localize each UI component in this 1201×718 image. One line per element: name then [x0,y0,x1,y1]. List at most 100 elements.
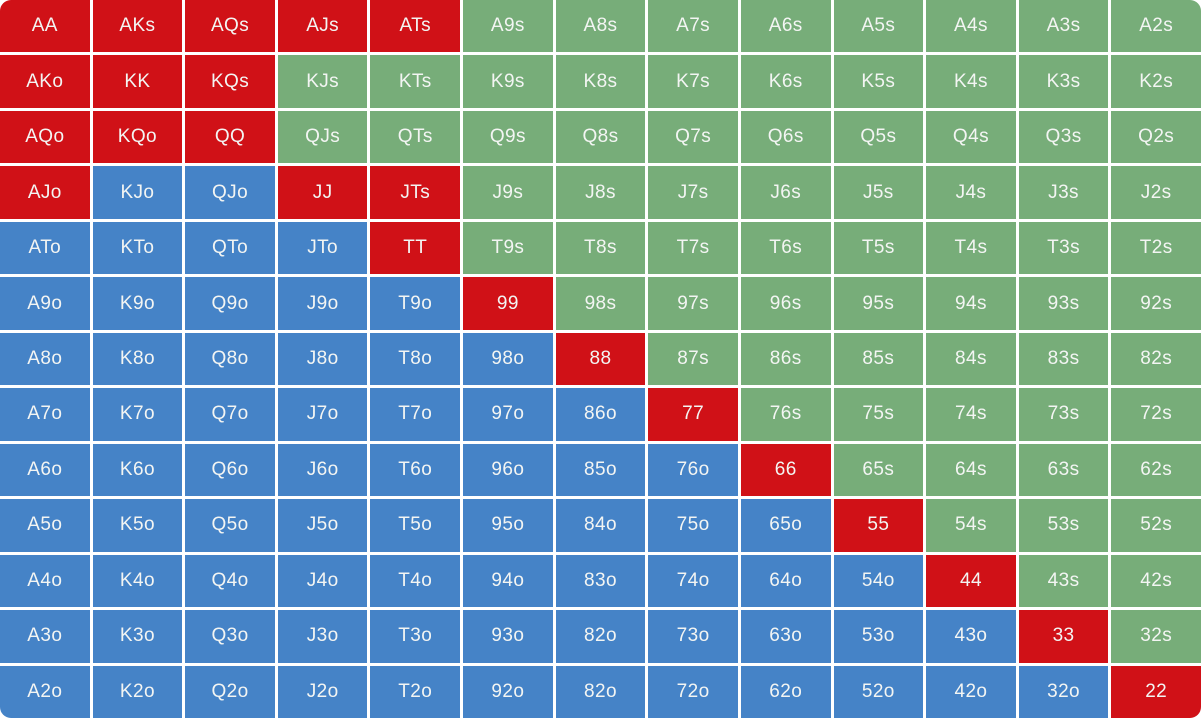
hand-cell-52o[interactable]: 52o [833,665,924,718]
hand-cell-72o[interactable]: 72o [648,665,738,718]
hand-cell-Q4s[interactable]: Q4s [926,110,1016,164]
hand-cell-Q6o[interactable]: Q6o [185,443,275,497]
hand-cell-JTo[interactable]: JTo [277,221,368,275]
hand-cell-AQo[interactable]: AQo [0,110,90,164]
hand-cell-TT[interactable]: TT [370,221,461,275]
hand-cell-92s[interactable]: 92s [1111,277,1201,330]
hand-cell-J3s[interactable]: J3s [1018,166,1109,219]
hand-cell-K8o[interactable]: K8o [92,332,183,386]
hand-cell-K6o[interactable]: K6o [92,443,183,497]
hand-cell-J5o[interactable]: J5o [277,499,368,552]
hand-cell-42o[interactable]: 42o [926,665,1016,718]
hand-cell-T7s[interactable]: T7s [648,221,738,275]
hand-cell-98s[interactable]: 98s [555,277,646,330]
hand-cell-74s[interactable]: 74s [926,388,1016,441]
hand-cell-73o[interactable]: 73o [648,610,738,663]
hand-cell-86o[interactable]: 86o [555,388,646,441]
hand-cell-JJ[interactable]: JJ [277,166,368,219]
hand-cell-J9o[interactable]: J9o [277,277,368,330]
hand-cell-J6o[interactable]: J6o [277,443,368,497]
hand-cell-93o[interactable]: 93o [463,610,553,663]
hand-cell-QQ[interactable]: QQ [185,110,275,164]
hand-cell-T6s[interactable]: T6s [740,221,831,275]
hand-cell-AA[interactable]: AA [0,0,90,53]
hand-cell-A2s[interactable]: A2s [1111,0,1201,53]
hand-cell-Q2s[interactable]: Q2s [1111,110,1201,164]
hand-cell-96s[interactable]: 96s [740,277,831,330]
hand-cell-AJo[interactable]: AJo [0,166,90,219]
hand-cell-Q5o[interactable]: Q5o [185,499,275,552]
hand-cell-A7s[interactable]: A7s [648,0,738,53]
hand-cell-AQs[interactable]: AQs [185,0,275,53]
hand-cell-85o[interactable]: 85o [555,443,646,497]
hand-cell-22[interactable]: 22 [1111,665,1201,718]
hand-cell-A9o[interactable]: A9o [0,277,90,330]
hand-cell-97s[interactable]: 97s [648,277,738,330]
hand-cell-43o[interactable]: 43o [926,610,1016,663]
hand-cell-T2s[interactable]: T2s [1111,221,1201,275]
hand-cell-K7o[interactable]: K7o [92,388,183,441]
hand-cell-KJs[interactable]: KJs [277,55,368,108]
hand-cell-73s[interactable]: 73s [1018,388,1109,441]
hand-cell-Q2o[interactable]: Q2o [185,665,275,718]
hand-cell-A8o[interactable]: A8o [0,332,90,386]
hand-cell-T9o[interactable]: T9o [370,277,461,330]
hand-cell-Q3o[interactable]: Q3o [185,610,275,663]
hand-cell-83o[interactable]: 83o [555,554,646,608]
hand-cell-62s[interactable]: 62s [1111,443,1201,497]
hand-cell-54s[interactable]: 54s [926,499,1016,552]
hand-cell-76s[interactable]: 76s [740,388,831,441]
hand-cell-65o[interactable]: 65o [740,499,831,552]
hand-cell-K9s[interactable]: K9s [463,55,553,108]
hand-cell-Q4o[interactable]: Q4o [185,554,275,608]
hand-cell-95o[interactable]: 95o [463,499,553,552]
hand-cell-T4o[interactable]: T4o [370,554,461,608]
hand-cell-94s[interactable]: 94s [926,277,1016,330]
hand-cell-42s[interactable]: 42s [1111,554,1201,608]
hand-cell-54o[interactable]: 54o [833,554,924,608]
hand-cell-Q5s[interactable]: Q5s [833,110,924,164]
hand-cell-K9o[interactable]: K9o [92,277,183,330]
hand-cell-A5s[interactable]: A5s [833,0,924,53]
hand-cell-A3o[interactable]: A3o [0,610,90,663]
hand-cell-84o[interactable]: 84o [555,499,646,552]
hand-cell-QJo[interactable]: QJo [185,166,275,219]
hand-cell-74o[interactable]: 74o [648,554,738,608]
hand-cell-J6s[interactable]: J6s [740,166,831,219]
hand-cell-A2o[interactable]: A2o [0,665,90,718]
hand-cell-J8o[interactable]: J8o [277,332,368,386]
hand-cell-A4o[interactable]: A4o [0,554,90,608]
hand-cell-A9s[interactable]: A9s [463,0,553,53]
hand-cell-83s[interactable]: 83s [1018,332,1109,386]
hand-cell-53s[interactable]: 53s [1018,499,1109,552]
hand-cell-QJs[interactable]: QJs [277,110,368,164]
hand-cell-84s[interactable]: 84s [926,332,1016,386]
hand-cell-Q6s[interactable]: Q6s [740,110,831,164]
hand-cell-97o[interactable]: 97o [463,388,553,441]
hand-cell-75s[interactable]: 75s [833,388,924,441]
hand-cell-T9s[interactable]: T9s [463,221,553,275]
hand-cell-T3s[interactable]: T3s [1018,221,1109,275]
hand-cell-96o[interactable]: 96o [463,443,553,497]
hand-cell-A4s[interactable]: A4s [926,0,1016,53]
hand-cell-64o[interactable]: 64o [740,554,831,608]
hand-cell-KTs[interactable]: KTs [370,55,461,108]
hand-cell-J8s[interactable]: J8s [555,166,646,219]
hand-cell-Q7o[interactable]: Q7o [185,388,275,441]
hand-cell-A6o[interactable]: A6o [0,443,90,497]
hand-cell-K4o[interactable]: K4o [92,554,183,608]
hand-cell-72s[interactable]: 72s [1111,388,1201,441]
hand-cell-J2s[interactable]: J2s [1111,166,1201,219]
hand-cell-94o[interactable]: 94o [463,554,553,608]
hand-cell-K3o[interactable]: K3o [92,610,183,663]
hand-cell-32o[interactable]: 32o [1018,665,1109,718]
hand-cell-65s[interactable]: 65s [833,443,924,497]
hand-cell-K4s[interactable]: K4s [926,55,1016,108]
hand-cell-T3o[interactable]: T3o [370,610,461,663]
hand-cell-A5o[interactable]: A5o [0,499,90,552]
hand-cell-J7s[interactable]: J7s [648,166,738,219]
hand-cell-88[interactable]: 88 [555,332,646,386]
hand-cell-JTs[interactable]: JTs [370,166,461,219]
hand-cell-J7o[interactable]: J7o [277,388,368,441]
hand-cell-99[interactable]: 99 [463,277,553,330]
